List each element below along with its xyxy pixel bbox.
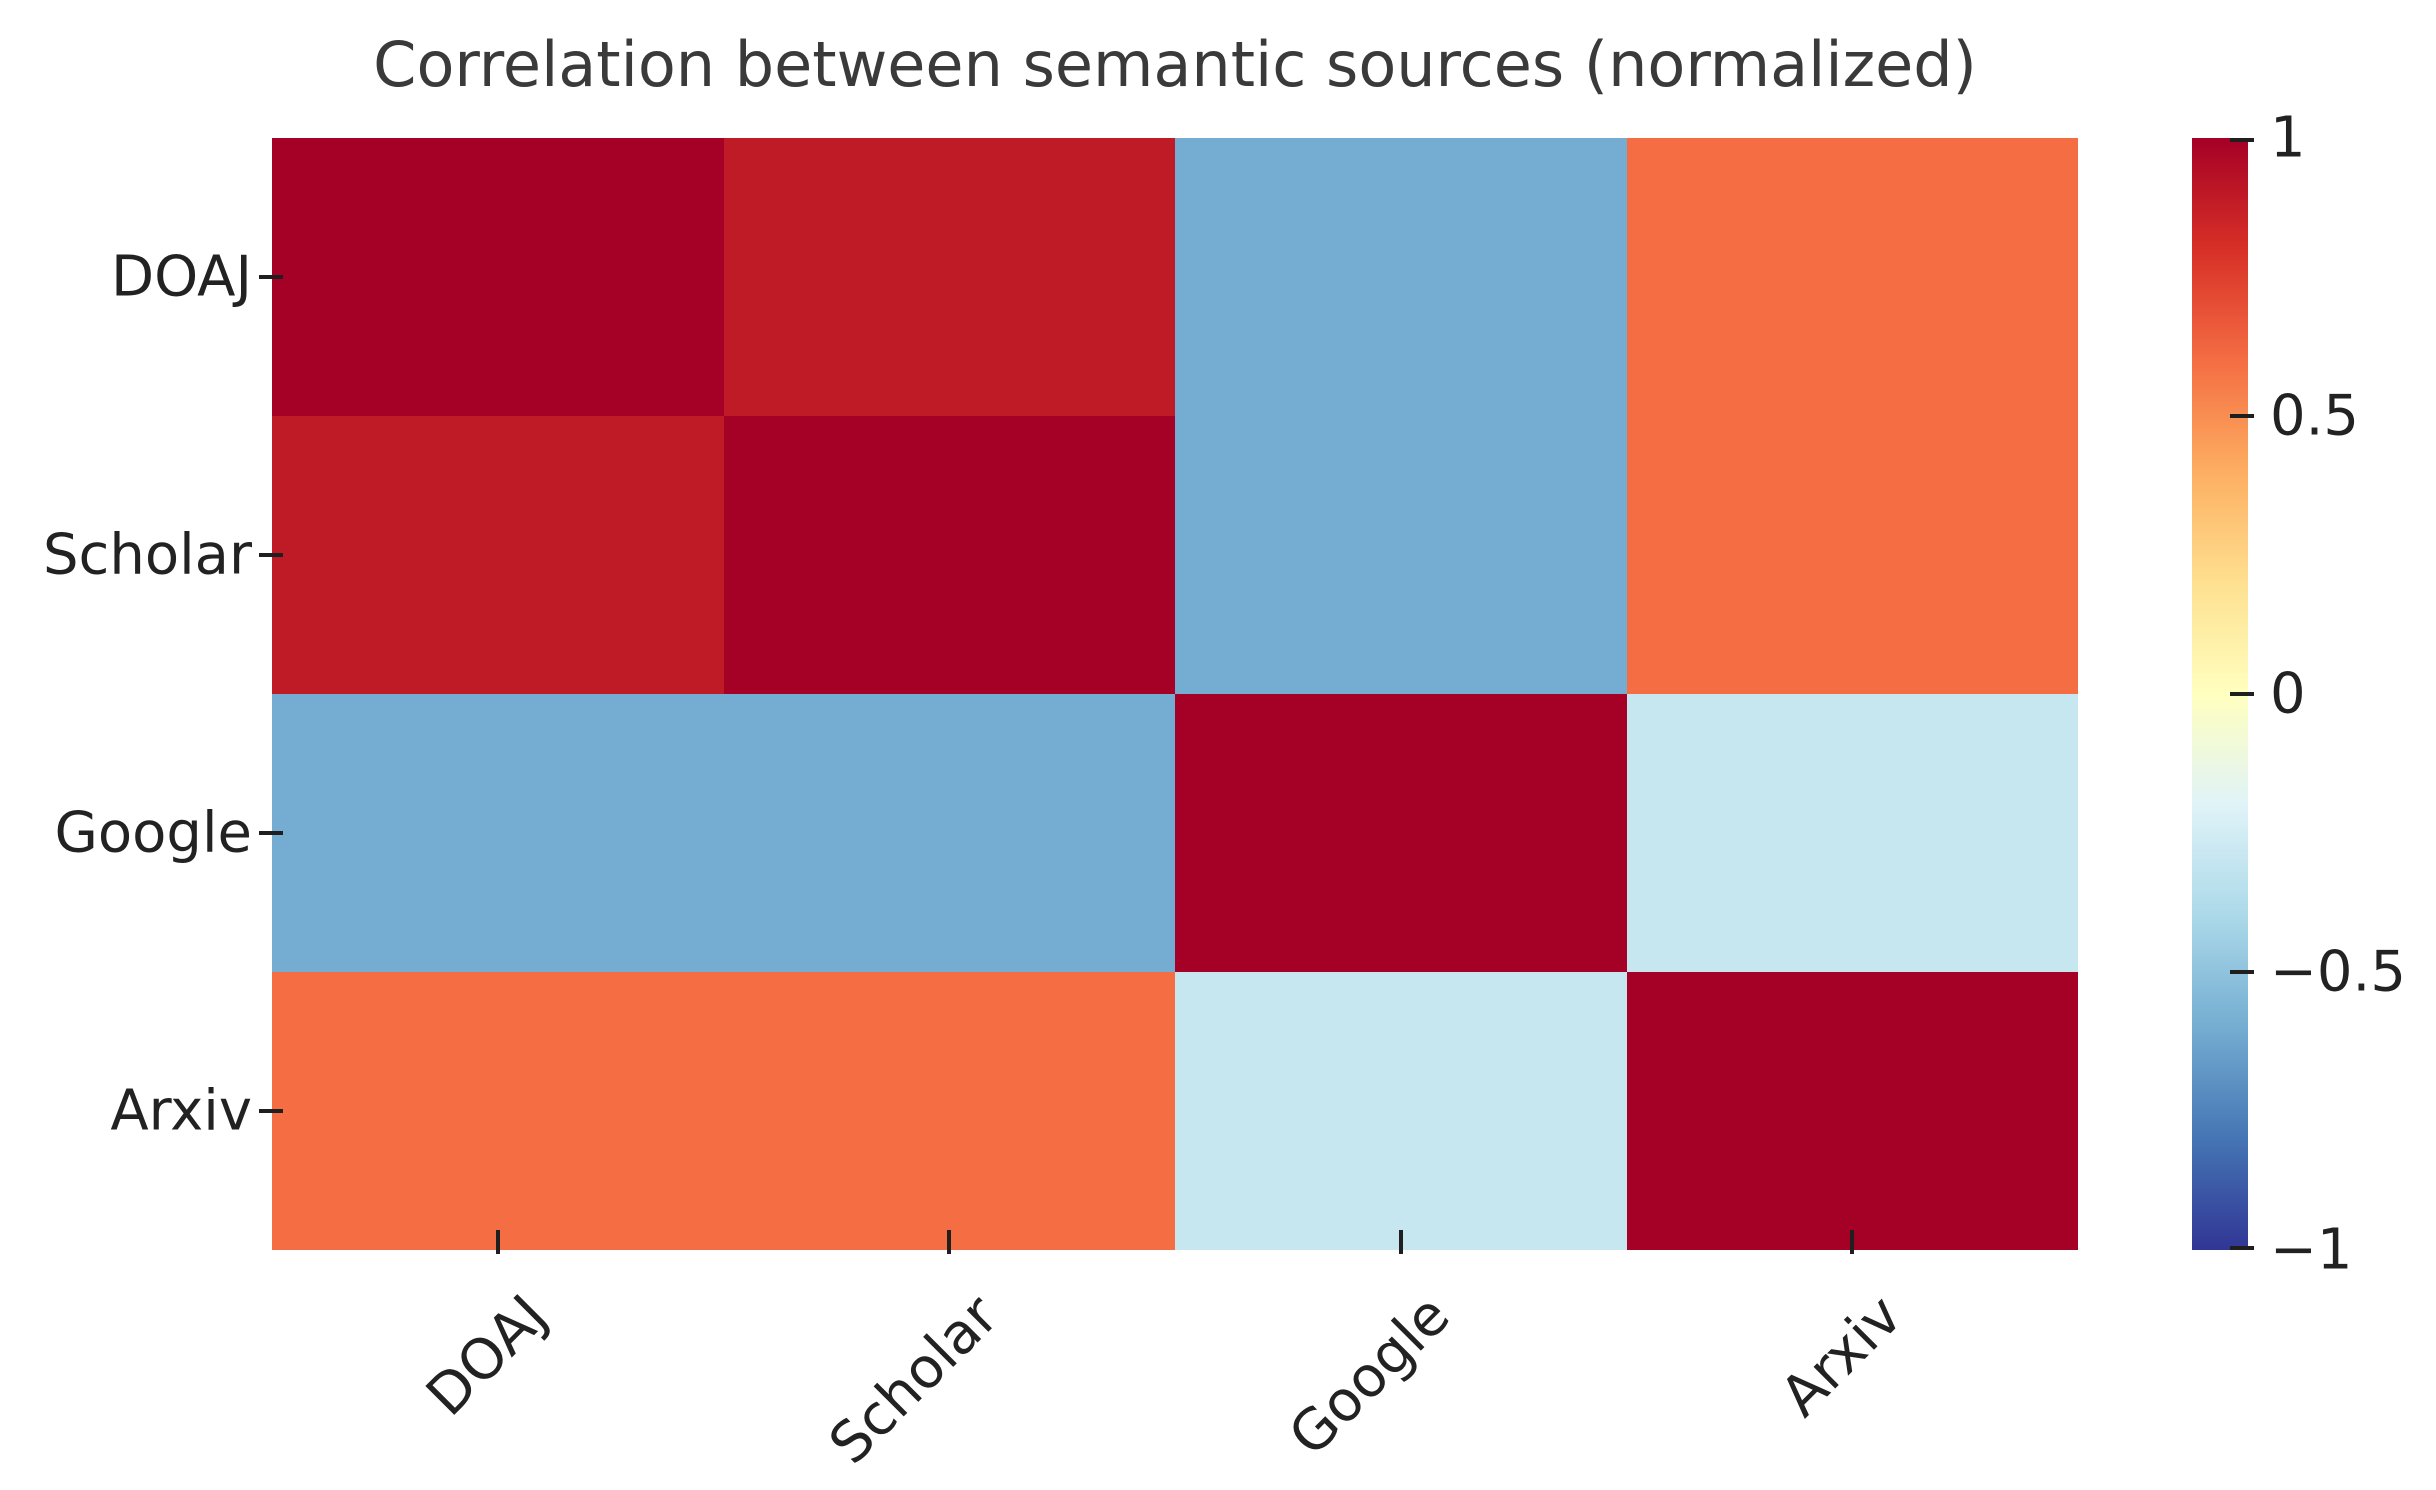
- colorbar-tick-label: 1: [2270, 105, 2306, 171]
- heatmap-cell: [272, 694, 724, 972]
- heatmap-cell: [272, 416, 724, 694]
- x-tick-mark: [947, 1230, 952, 1254]
- y-tick-mark: [259, 1109, 283, 1113]
- heatmap: [272, 138, 2078, 1250]
- x-tick-mark: [495, 1230, 500, 1254]
- y-tick-label: Google: [54, 800, 252, 866]
- y-tick-label: Scholar: [43, 522, 252, 588]
- y-tick-mark: [259, 275, 283, 279]
- colorbar-tick-label: 0: [2270, 661, 2306, 727]
- colorbar-tick-mark: [2230, 970, 2254, 974]
- heatmap-cell: [1175, 694, 1627, 972]
- heatmap-cell: [272, 138, 724, 416]
- y-tick-mark: [259, 553, 283, 557]
- chart-title: Correlation between semantic sources (no…: [373, 28, 1977, 101]
- heatmap-cell: [1626, 694, 2078, 972]
- x-tick-label: DOAJ: [414, 1283, 560, 1429]
- heatmap-cell: [1626, 416, 2078, 694]
- y-tick-label: Arxiv: [110, 1078, 252, 1144]
- heatmap-cell: [1175, 416, 1627, 694]
- heatmap-cell: [1626, 972, 2078, 1250]
- colorbar-tick-mark: [2230, 692, 2254, 696]
- heatmap-cell: [1626, 138, 2078, 416]
- heatmap-cell: [723, 972, 1175, 1250]
- colorbar-tick-mark: [2230, 1246, 2254, 1250]
- heatmap-cell: [1175, 138, 1627, 416]
- heatmap-cell: [723, 694, 1175, 972]
- colorbar-tick-mark: [2230, 138, 2254, 142]
- colorbar-tick-mark: [2230, 414, 2254, 418]
- y-tick-label: DOAJ: [110, 244, 252, 310]
- colorbar-tick-label: 0.5: [2270, 383, 2360, 449]
- x-tick-label: Scholar: [817, 1283, 1012, 1477]
- heatmap-cell: [723, 138, 1175, 416]
- x-tick-mark: [1398, 1230, 1403, 1254]
- colorbar-tick-label: −1: [2270, 1217, 2353, 1283]
- x-tick-label: Google: [1277, 1283, 1463, 1469]
- y-tick-mark: [259, 831, 283, 835]
- colorbar-tick-label: −0.5: [2270, 939, 2406, 1005]
- x-tick-label: Arxiv: [1768, 1283, 1915, 1430]
- heatmap-cell: [723, 416, 1175, 694]
- heatmap-cell: [272, 972, 724, 1250]
- heatmap-cell: [1175, 972, 1627, 1250]
- x-tick-mark: [1850, 1230, 1855, 1254]
